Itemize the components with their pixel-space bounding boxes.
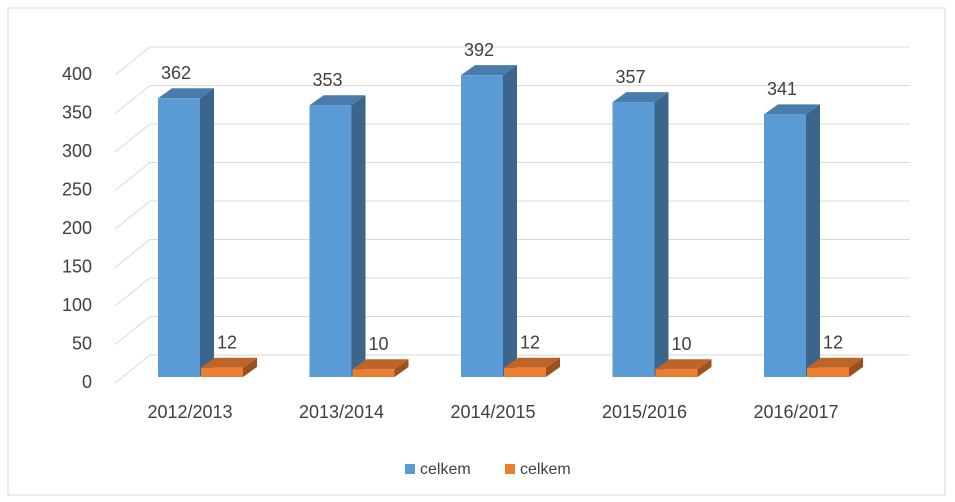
- bar-side: [394, 359, 409, 377]
- bar: [309, 95, 366, 377]
- data-label: 353: [312, 70, 342, 90]
- bar-top: [655, 359, 712, 370]
- bar-front: [461, 75, 503, 377]
- bar-side: [546, 357, 560, 377]
- bar-top: [504, 357, 560, 368]
- legend-swatch: [405, 464, 415, 474]
- y-tick-label: 300: [62, 141, 92, 161]
- data-label: 12: [823, 333, 843, 353]
- x-tick-label: 2013/2014: [299, 402, 384, 422]
- data-label: 10: [368, 334, 388, 354]
- x-tick-label: 2012/2013: [147, 402, 232, 422]
- legend-swatch: [505, 464, 515, 474]
- bar-front: [158, 98, 200, 377]
- bar-top: [158, 88, 214, 99]
- bar: [764, 104, 820, 378]
- bar-side: [243, 357, 257, 377]
- bar-top: [352, 359, 409, 370]
- bar-side: [654, 92, 669, 378]
- grid-line: [114, 85, 910, 114]
- bar: [201, 357, 257, 377]
- bar-front: [612, 102, 655, 378]
- bar-side: [697, 359, 712, 377]
- y-tick-label: 100: [62, 295, 92, 315]
- bar: [461, 65, 517, 377]
- bar-top: [201, 357, 257, 368]
- legend-label: celkem: [420, 461, 471, 478]
- bar-front: [352, 369, 395, 377]
- data-label: 12: [217, 333, 237, 353]
- y-tick-label: 250: [62, 179, 92, 199]
- bar-front: [504, 367, 546, 377]
- bar-top: [612, 92, 669, 103]
- grid-line: [114, 46, 910, 76]
- data-label: 392: [464, 40, 494, 60]
- bar-side: [806, 104, 820, 378]
- bar-front: [764, 114, 806, 378]
- y-tick-label: 400: [62, 64, 92, 84]
- data-label: 357: [615, 67, 645, 87]
- y-tick-label: 50: [72, 333, 92, 353]
- bar-top: [461, 65, 517, 76]
- y-tick-label: 200: [62, 218, 92, 238]
- bar-top: [807, 357, 863, 368]
- x-tick-label: 2015/2016: [602, 402, 687, 422]
- y-tick-label: 0: [82, 372, 92, 392]
- bar: [807, 357, 863, 377]
- data-label: 341: [767, 79, 797, 99]
- bar-side: [849, 357, 863, 377]
- bar: [352, 359, 409, 377]
- data-label: 12: [520, 333, 540, 353]
- bar: [158, 88, 214, 377]
- bar-top: [309, 95, 366, 106]
- x-tick-label: 2014/2015: [450, 402, 535, 422]
- legend-label: celkem: [520, 461, 571, 478]
- bar-front: [201, 367, 243, 377]
- y-tick-label: 150: [62, 256, 92, 276]
- bar-side: [200, 88, 214, 377]
- data-label: 10: [671, 334, 691, 354]
- bar: [612, 92, 669, 378]
- bar-front: [807, 367, 849, 377]
- bar: [504, 357, 560, 377]
- y-tick-label: 350: [62, 102, 92, 122]
- bar-side: [503, 65, 517, 377]
- bar: [655, 359, 712, 377]
- data-label: 362: [161, 63, 191, 83]
- bar-side: [351, 95, 366, 377]
- bar-front: [309, 105, 352, 377]
- bar-top: [764, 104, 820, 115]
- bar-front: [655, 369, 698, 377]
- x-tick-label: 2016/2017: [753, 402, 838, 422]
